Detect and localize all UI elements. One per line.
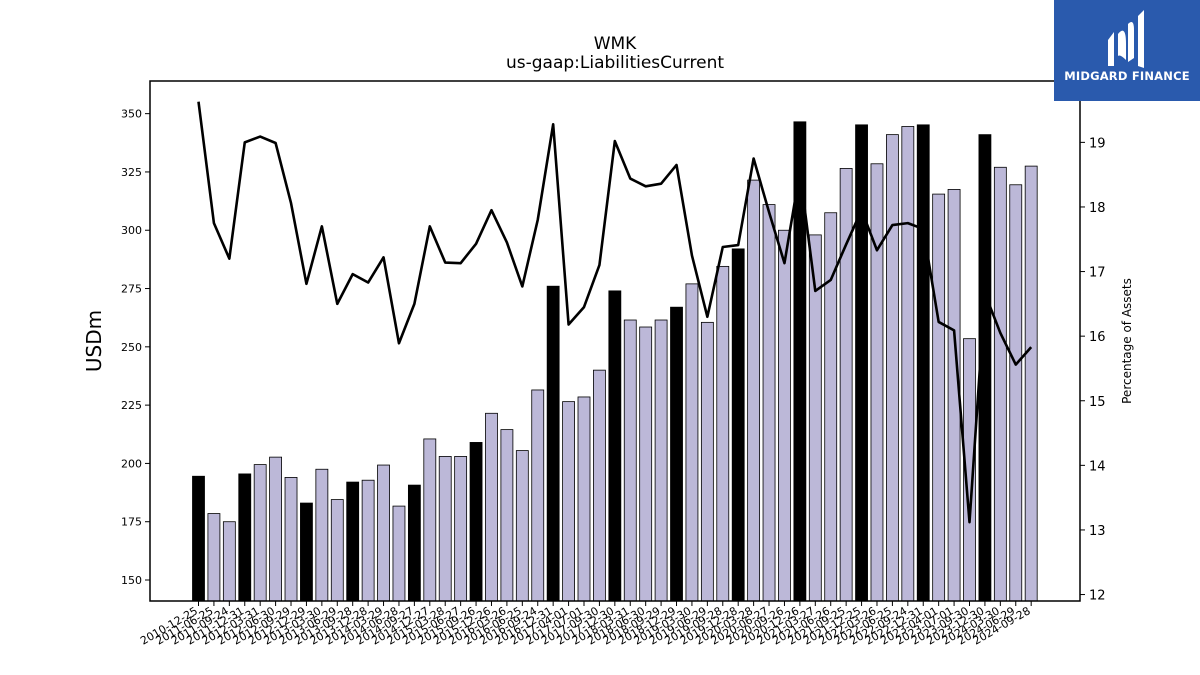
bar [654,319,668,602]
y-tick-label: 225 [121,399,142,412]
bar [438,456,452,602]
bar [685,283,699,602]
chart-subtitle: us-gaap:LiabilitiesCurrent [506,53,724,73]
bar [500,429,514,602]
bar [407,484,421,602]
y2-tick-label: 18 [1089,201,1106,216]
bar [284,477,298,602]
y-tick-label: 300 [121,224,142,237]
bar [562,401,575,602]
bar [392,505,406,602]
bar [454,456,468,602]
bar [639,326,653,602]
bar [222,521,236,602]
bar [901,126,915,602]
bar [700,321,714,602]
bar [608,290,622,602]
bar [747,179,761,602]
bar [546,285,560,602]
bar [932,193,946,602]
y-tick-label: 250 [121,341,142,354]
brand-name: MIDGARD FINANCE [1064,69,1190,83]
y2-axis-label: Percentage of Assets [1120,278,1134,404]
bar [916,124,930,602]
y2-tick-label: 19 [1089,136,1106,151]
bar [485,412,498,602]
bar [377,464,390,602]
y-tick-label: 350 [121,108,142,121]
bar [469,442,483,602]
bars-group [192,121,1038,602]
bar [716,265,730,602]
y2-tick-label: 15 [1089,395,1106,410]
y2-tick-label: 14 [1089,459,1106,474]
y2-tick-label: 16 [1089,330,1106,345]
bar [886,134,899,602]
bar [593,369,606,602]
bar [577,396,591,602]
bar [531,389,545,602]
bar [207,513,221,602]
y2-tick-label: 12 [1089,589,1106,604]
bar [855,124,868,602]
y-tick-label: 325 [121,166,142,179]
axes-group: 150 175 200 225 250 275 300 325 350 12 13 14 15 16 17 1… [121,108,1106,648]
bar [778,229,791,602]
bar [1024,165,1038,602]
bar [870,163,884,602]
bar [238,473,252,602]
bar [315,468,329,602]
y-tick-label: 175 [121,516,142,529]
bar [670,306,683,602]
brand-logo: MIDGARD FINANCE [1054,0,1200,101]
bar [330,499,344,602]
y-axis-label: USDm [82,310,106,372]
bar [993,166,1007,602]
bar [623,319,637,602]
bar [361,479,375,602]
bar [253,464,267,602]
midgard-logo-icon [1108,10,1144,68]
y-tick-label: 150 [121,574,142,587]
line-group [197,101,1033,524]
bar [346,481,360,602]
bar [1009,184,1023,602]
bar [300,502,313,602]
percent-of-assets-line [197,101,1033,524]
bar [515,450,529,602]
plot-frame [149,80,1081,602]
bar [192,475,205,602]
y2-tick-label: 13 [1089,524,1106,539]
bar [269,456,283,602]
y2-tick-label: 17 [1089,266,1106,281]
y-tick-label: 200 [121,457,142,470]
chart-title: WMK [594,34,637,54]
bar [731,248,745,602]
bar [762,204,776,602]
bar [423,438,437,602]
y-tick-label: 275 [121,283,142,296]
